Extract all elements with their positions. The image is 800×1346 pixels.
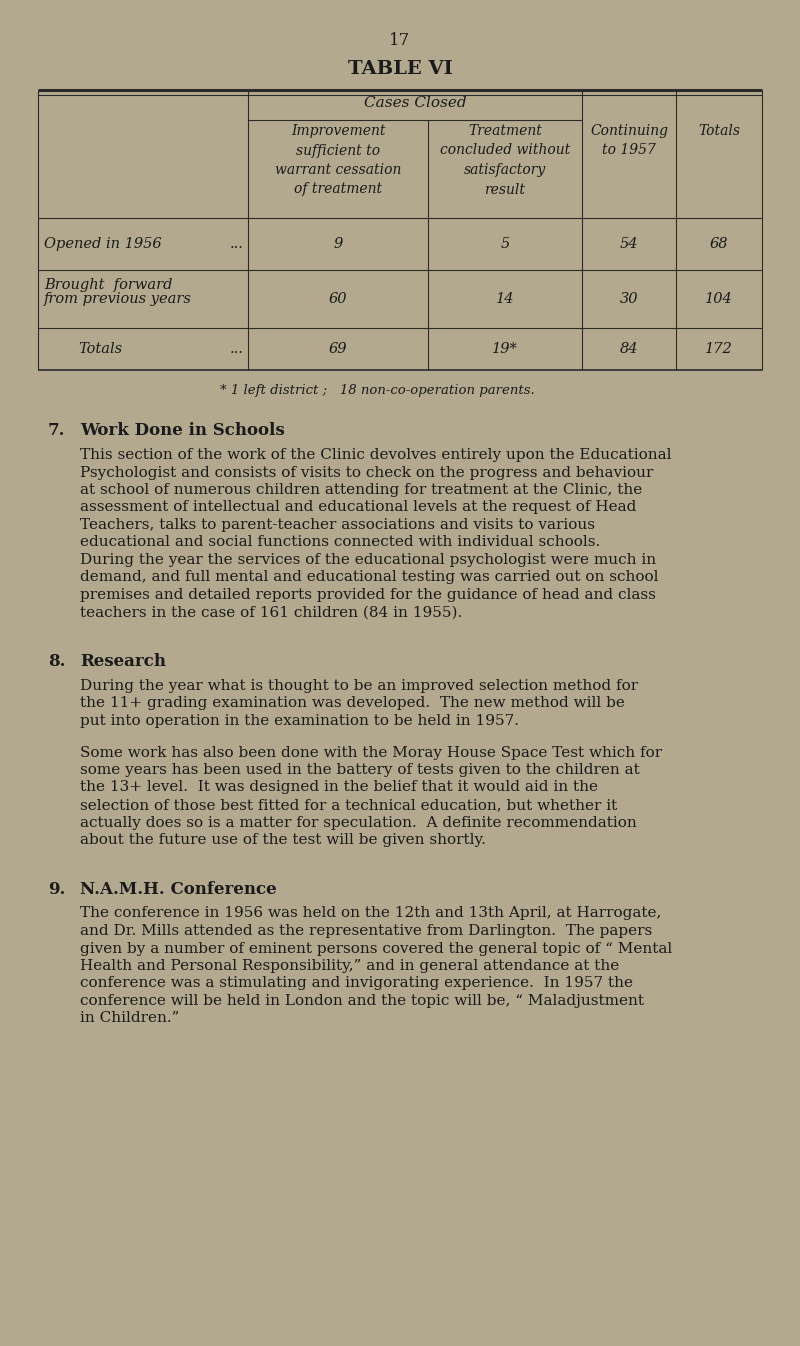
- Text: selection of those best fitted for a technical education, but whether it: selection of those best fitted for a tec…: [80, 798, 618, 812]
- Text: The conference in 1956 was held on the 12th and 13th April, at Harrogate,: The conference in 1956 was held on the 1…: [80, 906, 662, 921]
- Text: Cases Closed: Cases Closed: [364, 96, 466, 110]
- Text: This section of the work of the Clinic devolves entirely upon the Educational: This section of the work of the Clinic d…: [80, 448, 671, 462]
- Text: 5: 5: [500, 237, 510, 250]
- Text: ...: ...: [230, 237, 244, 250]
- Text: 69: 69: [329, 342, 347, 355]
- Text: educational and social functions connected with individual schools.: educational and social functions connect…: [80, 536, 600, 549]
- Text: 60: 60: [329, 292, 347, 306]
- Text: Health and Personal Responsibility,” and in general attendance at the: Health and Personal Responsibility,” and…: [80, 958, 619, 973]
- Text: N.A.M.H. Conference: N.A.M.H. Conference: [80, 880, 277, 898]
- Text: the 13+ level.  It was designed in the belief that it would aid in the: the 13+ level. It was designed in the be…: [80, 781, 598, 794]
- Text: at school of numerous children attending for treatment at the Clinic, the: at school of numerous children attending…: [80, 483, 642, 497]
- Text: put into operation in the examination to be held in 1957.: put into operation in the examination to…: [80, 713, 519, 728]
- Text: conference was a stimulating and invigorating experience.  In 1957 the: conference was a stimulating and invigor…: [80, 976, 633, 991]
- Text: 104: 104: [705, 292, 733, 306]
- Text: Brought  forward: Brought forward: [44, 279, 173, 292]
- Text: ...: ...: [230, 342, 244, 355]
- Text: demand, and full mental and educational testing was carried out on school: demand, and full mental and educational …: [80, 571, 658, 584]
- Text: 84: 84: [620, 342, 638, 355]
- Text: 68: 68: [710, 237, 728, 250]
- Text: Work Done in Schools: Work Done in Schools: [80, 423, 285, 439]
- Text: from previous years: from previous years: [44, 292, 192, 306]
- Text: Teachers, talks to parent-teacher associations and visits to various: Teachers, talks to parent-teacher associ…: [80, 518, 595, 532]
- Text: 17: 17: [390, 32, 410, 48]
- Text: Opened in 1956: Opened in 1956: [44, 237, 162, 250]
- Text: 9: 9: [334, 237, 342, 250]
- Text: some years has been used in the battery of tests given to the children at: some years has been used in the battery …: [80, 763, 640, 777]
- Text: TABLE VI: TABLE VI: [348, 61, 452, 78]
- Text: 14: 14: [496, 292, 514, 306]
- Text: Continuing
to 1957: Continuing to 1957: [590, 124, 668, 157]
- Text: Some work has also been done with the Moray House Space Test which for: Some work has also been done with the Mo…: [80, 746, 662, 759]
- Text: and Dr. Mills attended as the representative from Darlington.  The papers: and Dr. Mills attended as the representa…: [80, 923, 652, 938]
- Text: Totals: Totals: [78, 342, 122, 355]
- Text: conference will be held in London and the topic will be, “ Maladjustment: conference will be held in London and th…: [80, 993, 644, 1008]
- Text: 172: 172: [705, 342, 733, 355]
- Text: given by a number of eminent persons covered the general topic of “ Mental: given by a number of eminent persons cov…: [80, 941, 672, 956]
- Text: During the year what is thought to be an improved selection method for: During the year what is thought to be an…: [80, 678, 638, 693]
- Text: actually does so is a matter for speculation.  A definite recommendation: actually does so is a matter for specula…: [80, 816, 637, 829]
- Text: assessment of intellectual and educational levels at the request of Head: assessment of intellectual and education…: [80, 501, 636, 514]
- Text: premises and detailed reports provided for the guidance of head and class: premises and detailed reports provided f…: [80, 588, 656, 602]
- Text: During the year the services of the educational psychologist were much in: During the year the services of the educ…: [80, 553, 656, 567]
- Text: 19*: 19*: [492, 342, 518, 355]
- Text: 7.: 7.: [48, 423, 66, 439]
- Text: Improvement
sufficient to
warrant cessation
of treatment: Improvement sufficient to warrant cessat…: [275, 124, 401, 197]
- Text: 9.: 9.: [48, 880, 66, 898]
- Text: Research: Research: [80, 653, 166, 670]
- Text: teachers in the case of 161 children (84 in 1955).: teachers in the case of 161 children (84…: [80, 606, 462, 619]
- Text: in Children.”: in Children.”: [80, 1011, 179, 1026]
- Text: Psychologist and consists of visits to check on the progress and behaviour: Psychologist and consists of visits to c…: [80, 466, 654, 479]
- Text: 30: 30: [620, 292, 638, 306]
- Text: 54: 54: [620, 237, 638, 250]
- Text: the 11+ grading examination was developed.  The new method will be: the 11+ grading examination was develope…: [80, 696, 625, 711]
- Text: 8.: 8.: [48, 653, 66, 670]
- Text: * 1 left district ;   18 non-co-operation parents.: * 1 left district ; 18 non-co-operation …: [220, 384, 534, 397]
- Text: about the future use of the test will be given shortly.: about the future use of the test will be…: [80, 833, 486, 847]
- Text: Treatment
concluded without
satisfactory
result: Treatment concluded without satisfactory…: [440, 124, 570, 197]
- Text: Totals: Totals: [698, 124, 740, 139]
